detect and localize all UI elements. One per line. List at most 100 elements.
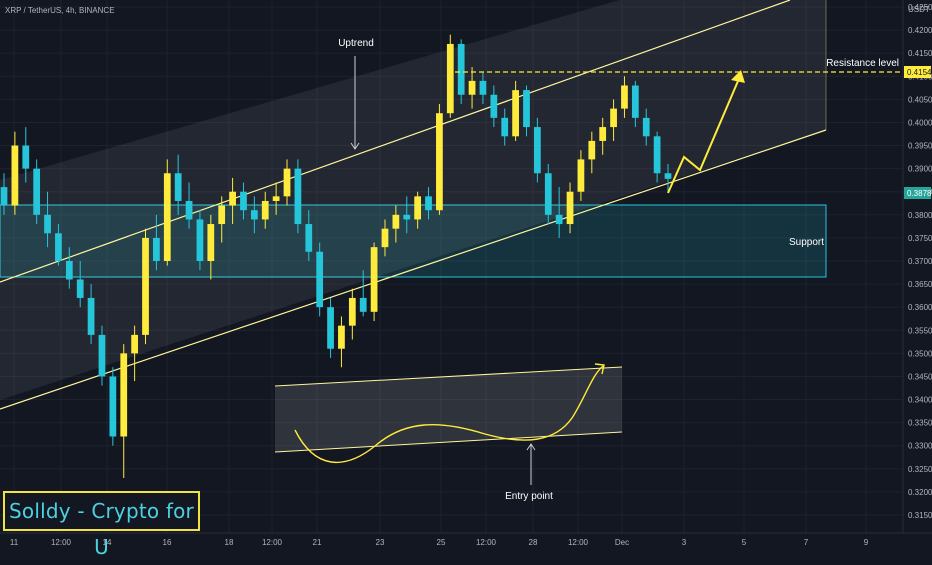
- time-tick-label: 12:00: [568, 538, 589, 547]
- candle-down: [642, 117, 650, 137]
- support-zone: [0, 204, 827, 278]
- price-tick-label: 0.3450: [908, 372, 932, 381]
- candle-down: [544, 173, 552, 215]
- candle-down: [664, 173, 672, 179]
- candle-down: [425, 196, 432, 211]
- candle-up: [272, 196, 280, 201]
- price-tick-label: 0.4150: [908, 49, 932, 58]
- watermark-box: Solldy - Crypto for U: [3, 491, 200, 559]
- resistance-label: Resistance level: [826, 58, 899, 69]
- entry-inset-fill: [275, 367, 622, 452]
- price-tick-label: 0.3500: [908, 349, 932, 358]
- candle-down: [65, 261, 73, 280]
- time-tick-label: 3: [682, 538, 687, 547]
- channel-lower-line: [0, 129, 827, 410]
- currency-label: USDT: [908, 5, 930, 14]
- uptrend-label: Uptrend: [338, 38, 374, 49]
- price-tick-label: 0.3700: [908, 257, 932, 266]
- candle-up: [207, 224, 215, 261]
- price-tick-label: 0.3350: [908, 419, 932, 428]
- time-tick-label: 9: [864, 538, 869, 547]
- candle-up: [468, 80, 476, 95]
- price-tick-label: 0.3550: [908, 326, 932, 335]
- time-tick-label: 16: [163, 538, 172, 547]
- time-ticks: 11 12:00 14 16 18 12:00 21 23 25 12:00 28 12:00 Dec 3…: [10, 538, 869, 547]
- candle-down: [631, 85, 639, 118]
- candle-up: [261, 200, 269, 220]
- grid-lines: [0, 0, 903, 533]
- entry-arrow-head: [526, 443, 536, 451]
- candle-up: [348, 297, 356, 326]
- time-tick-label: 25: [437, 538, 446, 547]
- candle-down: [403, 214, 411, 220]
- candle-up: [11, 145, 19, 206]
- time-tick-label: 18: [225, 538, 234, 547]
- candle-up: [120, 353, 128, 437]
- candles: [0, 34, 672, 479]
- candle-down: [327, 307, 334, 349]
- candle-down: [33, 168, 41, 215]
- entry-inset-top-line: [274, 366, 623, 387]
- candle-down: [44, 214, 51, 234]
- candle-up: [370, 247, 378, 312]
- time-tick-label: 21: [313, 538, 322, 547]
- candle-up: [599, 127, 607, 141]
- candle-up: [610, 108, 617, 128]
- candle-up: [588, 140, 596, 160]
- candle-down: [359, 297, 367, 312]
- price-chart[interactable]: Uptrend Resistance level Support Entry p…: [0, 0, 932, 550]
- time-tick-label: 23: [376, 538, 385, 547]
- last-price-tag: [904, 187, 931, 199]
- candle-up: [381, 228, 389, 248]
- candle-down: [174, 173, 182, 201]
- time-tick-label: Dec: [615, 538, 629, 547]
- candle-up: [512, 90, 519, 137]
- candle-down: [98, 334, 106, 377]
- candle-up: [163, 173, 171, 261]
- price-tick-label: 0.3600: [908, 303, 932, 312]
- price-tick-label: 0.3150: [908, 511, 932, 520]
- candle-up: [283, 168, 291, 197]
- candle-down: [0, 187, 8, 206]
- candle-up: [436, 113, 443, 211]
- candle-down: [653, 136, 661, 174]
- support-label: Support: [789, 237, 824, 248]
- time-tick-label: 12:00: [262, 538, 283, 547]
- candle-down: [153, 237, 160, 261]
- uptrend-channel-fill: [0, 0, 826, 400]
- candle-down: [501, 117, 509, 137]
- candle-up: [577, 159, 585, 192]
- price-tick-label: 0.3300: [908, 442, 932, 451]
- price-tick-label: 0.3200: [908, 488, 932, 497]
- price-tick-label: 0.3250: [908, 465, 932, 474]
- candle-up: [338, 325, 345, 349]
- candle-down: [555, 214, 563, 225]
- candle-up: [446, 43, 454, 114]
- candle-down: [185, 200, 193, 220]
- time-tick-label: 7: [804, 538, 809, 547]
- price-tick-label: 0.3800: [908, 211, 932, 220]
- candle-down: [316, 251, 324, 308]
- candle-down: [87, 297, 95, 335]
- candle-down: [250, 210, 258, 220]
- time-tick-label: 12:00: [476, 538, 497, 547]
- candle-down: [240, 191, 247, 211]
- candle-down: [76, 279, 84, 298]
- time-tick-label: 14: [103, 538, 112, 547]
- candle-down: [305, 224, 313, 252]
- price-tick-label: 0.3900: [908, 165, 932, 174]
- candle-up: [414, 196, 422, 220]
- candle-up: [131, 334, 138, 354]
- entry-inset-bottom-line: [274, 431, 623, 453]
- symbol-header: XRP / TetherUS, 4h, BINANCE: [5, 6, 115, 15]
- entry-curve: [294, 365, 604, 464]
- entry-point-label: Entry point: [505, 491, 553, 502]
- time-tick-label: 5: [742, 538, 747, 547]
- chart-background: [0, 0, 932, 550]
- candle-up: [229, 191, 236, 206]
- candle-down: [55, 233, 62, 261]
- price-tick-label: 0.3750: [908, 234, 932, 243]
- candle-up: [566, 191, 574, 225]
- resistance-price-text: 0.4154: [907, 68, 932, 77]
- last-price-text: 0.3878: [907, 189, 932, 198]
